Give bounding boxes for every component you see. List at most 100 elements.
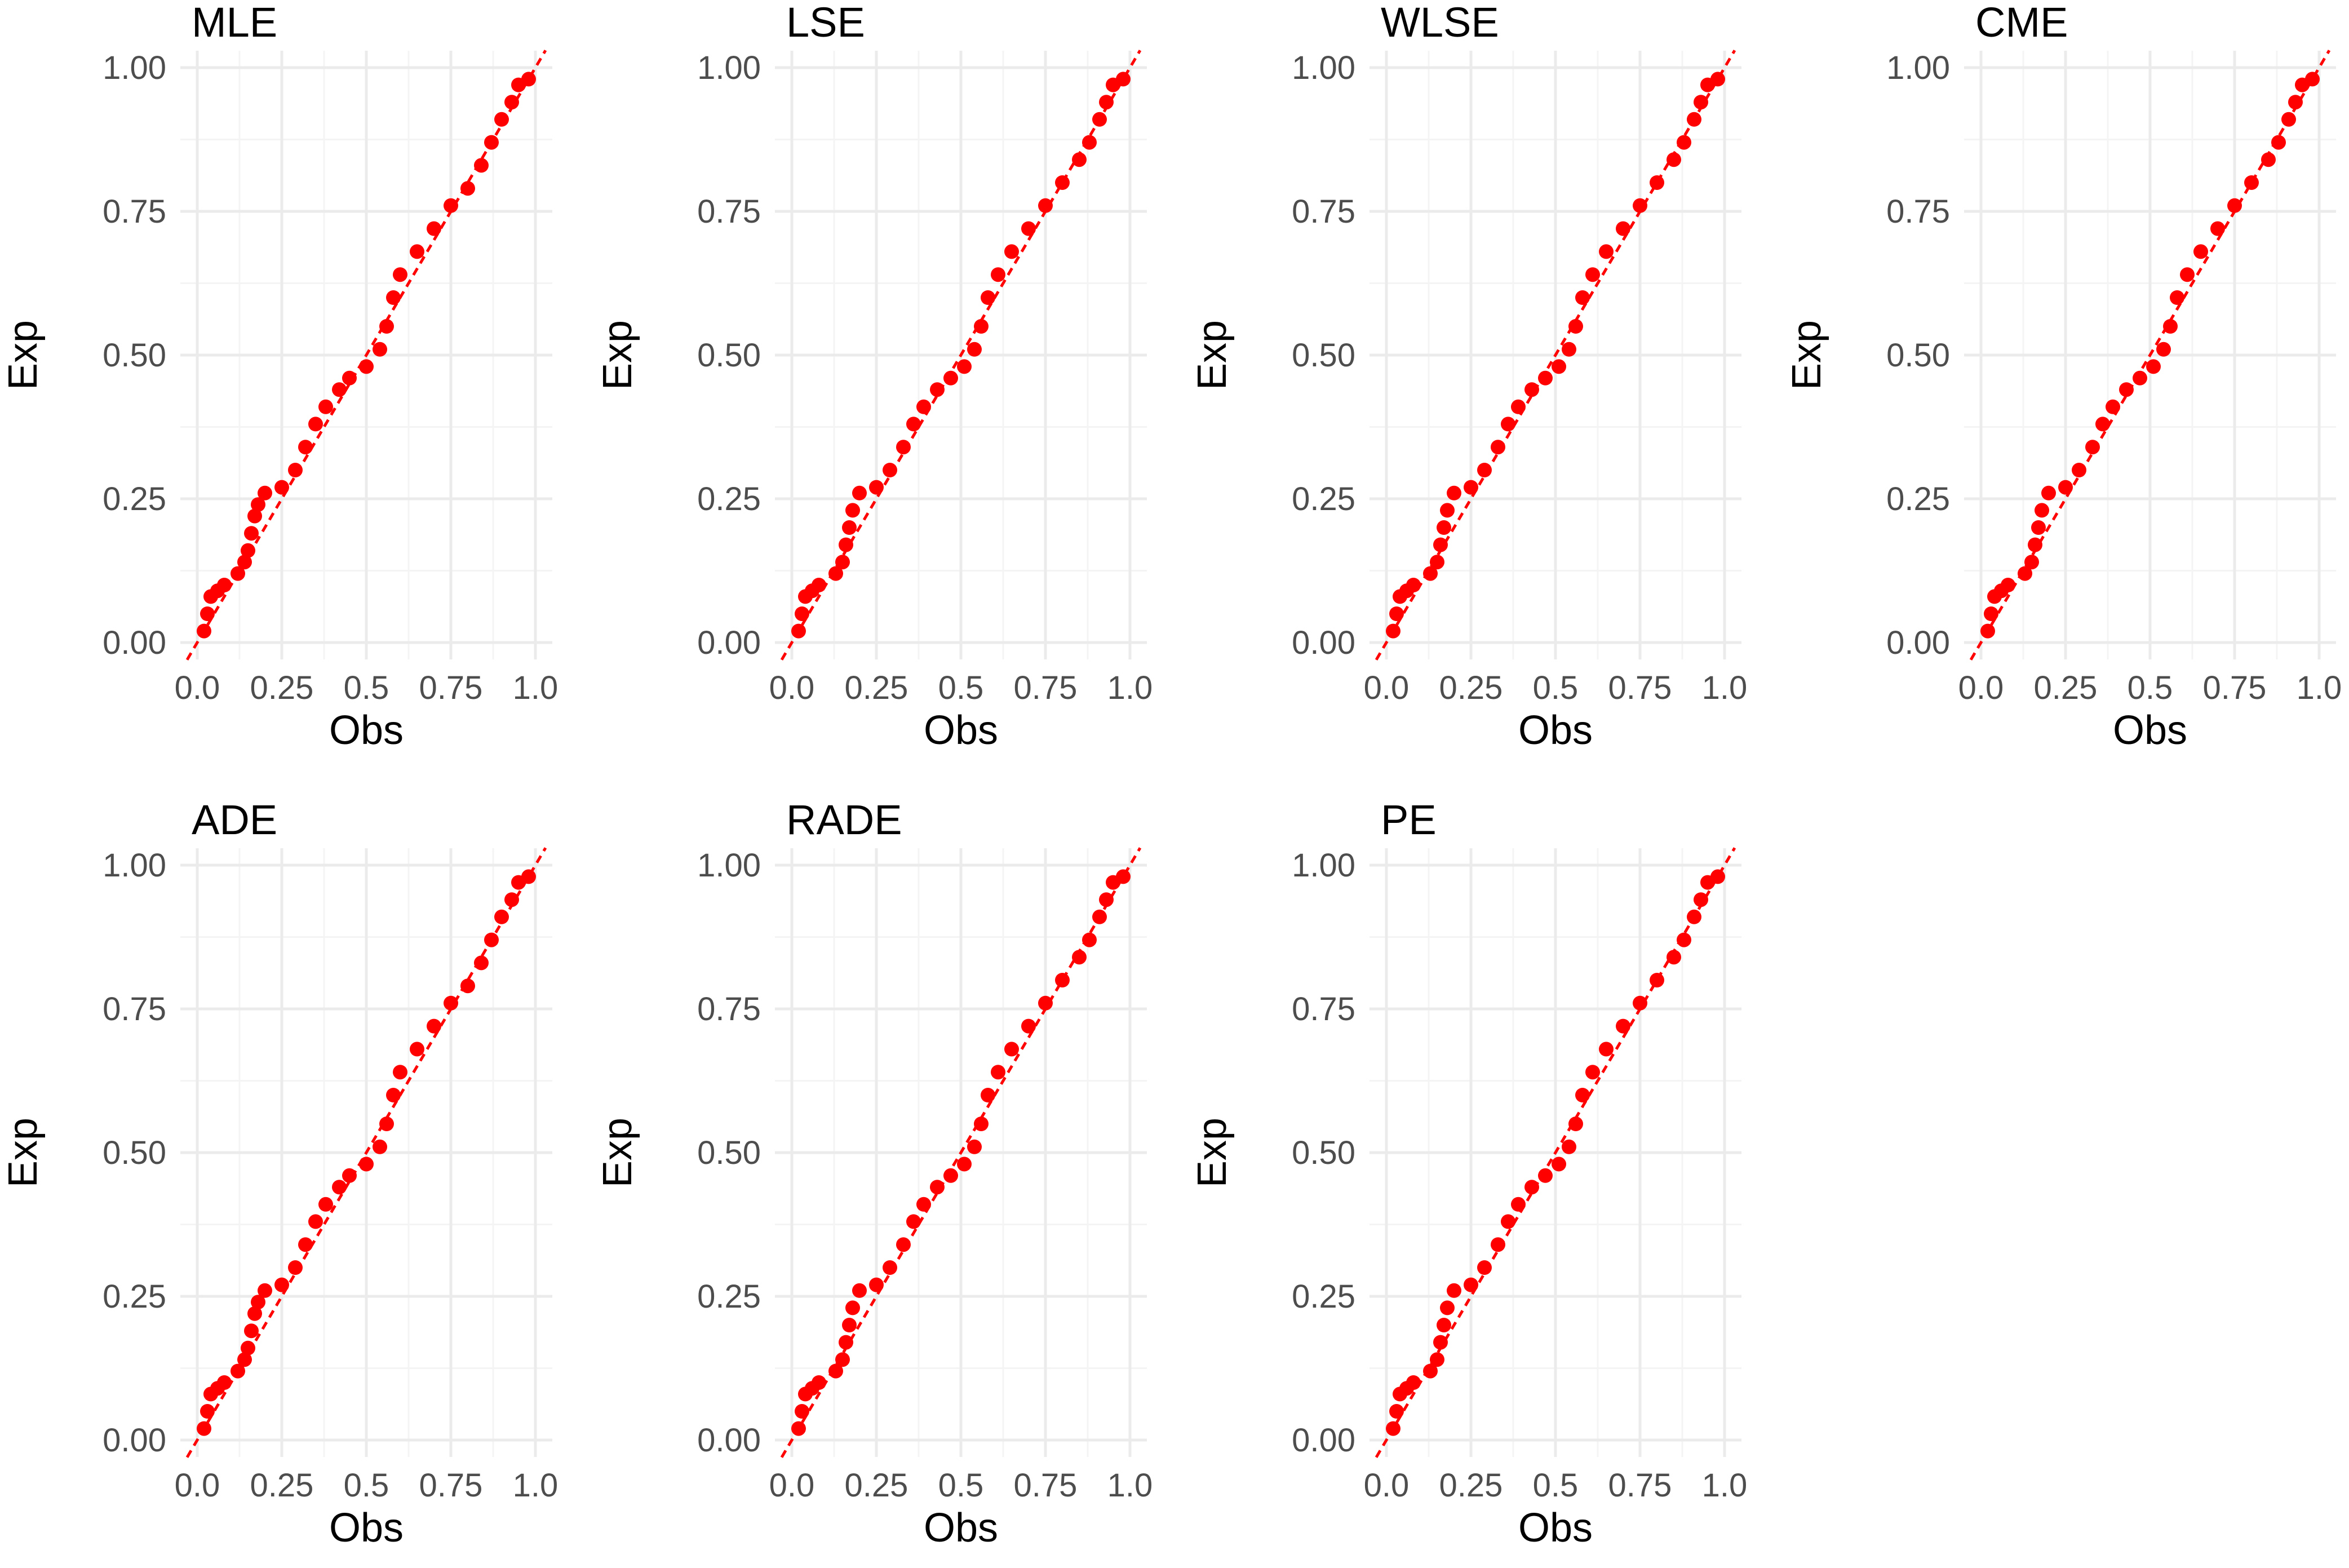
x-tick-label: 1.0: [513, 1467, 559, 1504]
data-point: [494, 112, 509, 127]
data-point: [1667, 152, 1681, 167]
y-tick-label: 0.25: [1292, 481, 1355, 517]
data-point: [1667, 950, 1681, 965]
data-point: [2001, 578, 2015, 592]
y-axis-title: Exp: [1190, 1118, 1235, 1188]
data-point: [2095, 417, 2110, 432]
x-tick-label: 0.25: [250, 1467, 314, 1504]
data-point: [2133, 370, 2147, 386]
data-point: [1710, 72, 1725, 87]
x-tick-label: 0.75: [1608, 670, 1672, 706]
y-tick-label: 1.00: [697, 847, 761, 884]
x-tick-label: 0.75: [2203, 670, 2267, 706]
data-point: [1694, 95, 1708, 110]
data-point: [258, 485, 272, 500]
x-axis-title: Obs: [1518, 1505, 1593, 1551]
data-point: [1021, 221, 1036, 236]
data-point: [308, 1214, 323, 1229]
data-point: [241, 543, 255, 558]
y-tick-label: 0.50: [103, 337, 166, 374]
data-point: [200, 606, 215, 621]
data-point: [906, 1214, 921, 1229]
y-tick-label: 0.00: [697, 624, 761, 661]
y-tick-label: 0.75: [697, 193, 761, 230]
data-point: [1386, 623, 1400, 639]
data-point: [896, 1237, 911, 1252]
data-point: [1447, 485, 1461, 500]
data-point: [1437, 1318, 1451, 1332]
data-point: [217, 578, 232, 592]
data-point: [1038, 995, 1053, 1011]
y-tick-label: 0.75: [1886, 193, 1950, 230]
y-tick-label: 0.25: [1886, 481, 1950, 517]
data-point: [883, 463, 897, 477]
data-point: [1099, 892, 1114, 907]
x-tick-label: 0.75: [1014, 1467, 1078, 1504]
y-tick-label: 0.00: [1886, 624, 1950, 661]
data-point: [869, 1277, 884, 1292]
data-point: [828, 1363, 843, 1379]
data-point: [197, 623, 211, 639]
panel-wlse: WLSE 0.00 0.25 0.50 0.75 1.00 0.0 0.25 0.5 0.75 1.…: [1190, 0, 1747, 753]
data-point: [1099, 95, 1114, 110]
data-point: [308, 417, 323, 432]
data-point: [1082, 932, 1097, 947]
data-point: [274, 1277, 289, 1292]
x-axis-title: Obs: [924, 708, 998, 753]
data-point: [1585, 267, 1600, 282]
x-tick-label: 1.0: [1107, 1467, 1153, 1504]
data-point: [2244, 175, 2259, 190]
y-tick-label: 0.25: [1292, 1278, 1355, 1315]
data-point: [521, 869, 536, 884]
data-point: [200, 1404, 215, 1419]
y-tick-label: 0.75: [697, 991, 761, 1027]
data-point: [1423, 566, 1438, 581]
data-point: [957, 1157, 972, 1172]
data-point: [521, 72, 536, 87]
x-tick-label: 0.5: [1533, 1467, 1579, 1504]
y-tick-label: 0.00: [1292, 1422, 1355, 1459]
data-point: [1477, 1260, 1492, 1275]
data-point: [288, 1260, 303, 1275]
data-point: [1430, 555, 1444, 570]
x-tick-label: 0.75: [419, 1467, 483, 1504]
x-axis-title: Obs: [924, 1505, 998, 1551]
data-point: [842, 1318, 857, 1332]
x-tick-label: 0.25: [845, 1467, 908, 1504]
data-point: [298, 440, 313, 455]
data-point: [1477, 463, 1492, 477]
data-point: [2146, 359, 2161, 374]
data-point: [1501, 417, 1515, 432]
panel-title: PE: [1381, 796, 1437, 843]
y-axis-title: Exp: [1, 320, 46, 390]
y-tick-label: 0.75: [1292, 193, 1355, 230]
y-axis-title: Exp: [595, 1118, 640, 1188]
data-point: [2028, 537, 2042, 552]
x-tick-label: 1.0: [513, 670, 559, 706]
x-tick-label: 0.25: [1439, 1467, 1503, 1504]
data-point: [2058, 480, 2073, 495]
data-point: [288, 463, 303, 477]
data-point: [1633, 198, 1647, 213]
data-point: [342, 370, 357, 386]
data-point: [2085, 440, 2100, 455]
data-point: [1599, 1042, 1614, 1057]
data-point: [1511, 399, 1526, 414]
data-point: [2041, 485, 2056, 500]
y-tick-label: 0.25: [697, 1278, 761, 1315]
data-point: [842, 520, 857, 535]
data-point: [930, 1180, 945, 1195]
data-point: [2288, 95, 2303, 110]
data-point: [943, 1168, 958, 1183]
data-point: [247, 508, 262, 524]
data-point: [916, 399, 931, 414]
y-tick-label: 0.00: [103, 1422, 166, 1459]
data-point: [2210, 221, 2225, 236]
data-point: [359, 1157, 374, 1172]
data-point: [504, 892, 519, 907]
panel-lse: LSE 0.00 0.25 0.50 0.75 1.00 0.0 0.25 0.5 0.75 1.0…: [595, 0, 1153, 753]
data-point: [2227, 198, 2242, 213]
data-point: [1433, 1335, 1448, 1350]
data-point: [2180, 267, 2195, 282]
y-axis-title: Exp: [1784, 320, 1829, 390]
